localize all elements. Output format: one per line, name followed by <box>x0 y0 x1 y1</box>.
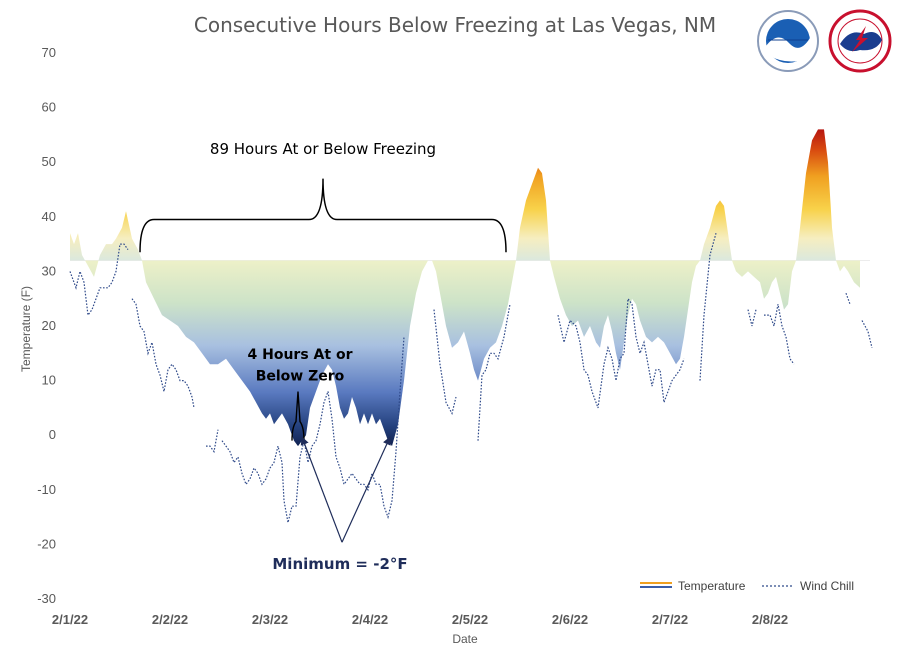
x-tick-label: 2/5/22 <box>452 612 488 627</box>
wind-chill-line <box>477 304 511 441</box>
minimum-label: Minimum = -2°F <box>272 555 407 573</box>
wind-chill-line <box>206 429 219 454</box>
wind-chill-line <box>747 309 757 327</box>
y-tick-label: 50 <box>42 154 56 169</box>
x-tick-label: 2/7/22 <box>652 612 688 627</box>
y-tick-label: -20 <box>37 536 56 551</box>
x-axis-label: Date <box>452 632 478 646</box>
x-tick-label: 2/3/22 <box>252 612 288 627</box>
y-tick-label: 20 <box>42 318 56 333</box>
wind-chill-line <box>557 297 685 409</box>
zero-hours-label-line2: Below Zero <box>256 369 345 385</box>
temperature-area-below-freezing <box>85 260 860 447</box>
legend-temperature-label: Temperature <box>678 579 746 593</box>
y-tick-label: 0 <box>49 427 56 442</box>
legend-temperature-swatch-cold <box>640 586 672 588</box>
y-tick-label: 10 <box>42 373 56 388</box>
nws-logo <box>828 9 892 73</box>
x-tick-label: 2/6/22 <box>552 612 588 627</box>
wind-chill-line <box>433 309 457 416</box>
noaa-logo <box>757 10 819 72</box>
x-tick-label: 2/4/22 <box>352 612 388 627</box>
y-tick-label: -30 <box>37 591 56 606</box>
wind-chill-line <box>699 233 717 381</box>
y-tick-label: 30 <box>42 263 56 278</box>
x-tick-label: 2/1/22 <box>52 612 88 627</box>
wind-chill-line <box>764 304 795 365</box>
minimum-arrow <box>341 436 391 543</box>
y-tick-label: 60 <box>42 100 56 115</box>
y-axis-label: Temperature (F) <box>19 286 33 372</box>
x-tick-label: 2/8/22 <box>752 612 788 627</box>
minimum-arrow <box>300 436 343 543</box>
y-tick-label: 70 <box>42 45 56 60</box>
chart-title: Consecutive Hours Below Freezing at Las … <box>194 13 716 37</box>
wind-chill-line <box>221 336 405 523</box>
freezing-hours-label: 89 Hours At or Below Freezing <box>210 140 436 158</box>
y-tick-label: -10 <box>37 482 56 497</box>
legend: Temperature Wind Chill <box>640 579 854 593</box>
zero-hours-label-line1: 4 Hours At or <box>248 347 353 363</box>
wind-chill-line <box>69 243 129 317</box>
x-tick-label: 2/2/22 <box>152 612 188 627</box>
zero-bracket <box>291 391 305 441</box>
legend-temperature-swatch <box>640 582 672 584</box>
legend-windchill-label: Wind Chill <box>800 579 854 593</box>
freezing-bracket <box>139 178 507 253</box>
wind-chill-line <box>845 292 851 305</box>
y-tick-label: 40 <box>42 209 56 224</box>
wind-chill-line <box>131 298 195 409</box>
wind-chill-line <box>861 320 873 348</box>
